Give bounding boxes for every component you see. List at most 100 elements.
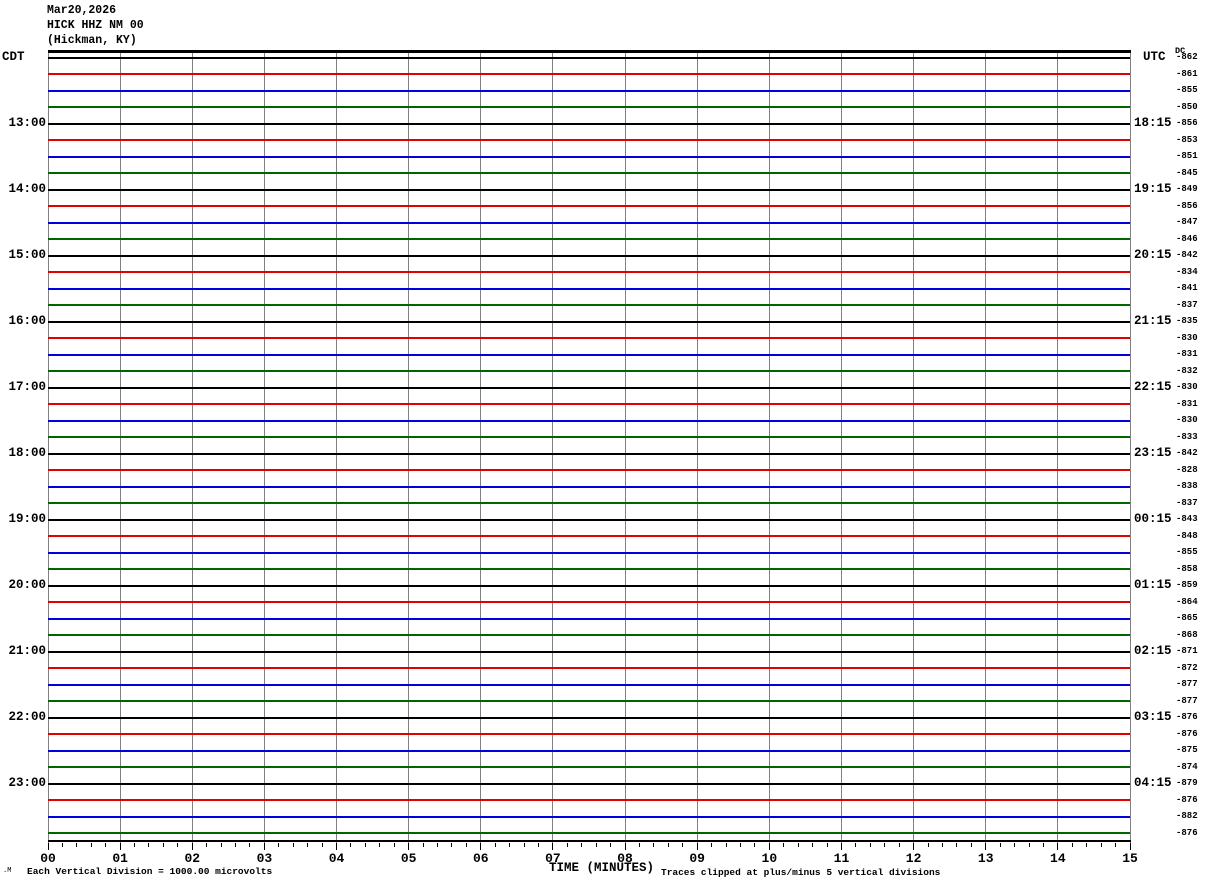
minute-gridline <box>480 50 482 843</box>
minor-tick <box>61 843 63 847</box>
seismogram-trace <box>48 56 1130 59</box>
x-axis-tick-label: 07 <box>545 851 561 866</box>
minute-gridline <box>191 50 193 843</box>
minor-tick <box>206 843 208 847</box>
minor-tick <box>307 843 309 847</box>
seismogram-trace <box>48 89 1130 92</box>
minor-tick <box>422 843 424 847</box>
seismogram-trace <box>48 155 1130 158</box>
dc-offset-value: -862 <box>1176 52 1198 62</box>
dc-offset-value: -835 <box>1176 316 1198 327</box>
right-time-label: 01:15 <box>1134 578 1172 593</box>
dc-offset-value: -831 <box>1176 398 1198 409</box>
dc-offset-value: -830 <box>1176 415 1198 426</box>
seismogram-trace <box>48 799 1130 802</box>
seismogram-trace <box>48 749 1130 752</box>
dc-offset-value: -850 <box>1176 101 1198 112</box>
major-tick <box>552 843 554 850</box>
dc-column-header: DC <box>1175 46 1186 56</box>
dc-offset-value: -851 <box>1176 151 1198 162</box>
minute-gridline <box>985 50 987 843</box>
minute-gridline <box>263 50 265 843</box>
left-time-label: 23:00 <box>8 776 46 791</box>
dc-offset-value: -876 <box>1176 794 1198 805</box>
minor-tick <box>1014 843 1016 847</box>
major-tick <box>768 843 770 850</box>
seismogram-trace <box>48 320 1130 323</box>
seismogram-trace <box>48 634 1130 637</box>
x-axis-tick-label: 09 <box>689 851 705 866</box>
right-time-label: 00:15 <box>1134 512 1172 527</box>
dc-offset-value: -876 <box>1176 827 1198 838</box>
minor-tick <box>682 843 684 847</box>
minute-gridline <box>913 50 915 843</box>
x-axis-tick-label: 14 <box>1050 851 1066 866</box>
seismogram-trace <box>48 73 1130 75</box>
right-time-label: 23:15 <box>1134 446 1172 461</box>
minor-tick <box>855 843 857 847</box>
major-tick <box>624 843 626 850</box>
minute-gridline <box>552 50 554 843</box>
dc-offset-value: -833 <box>1176 431 1198 442</box>
seismogram-trace <box>48 733 1130 736</box>
dc-offset-value: -871 <box>1176 646 1198 657</box>
minor-tick <box>1115 843 1117 847</box>
minor-tick <box>90 843 92 847</box>
minor-tick <box>638 843 640 847</box>
x-axis-tick-label: 04 <box>328 851 345 866</box>
right-time-label: 22:15 <box>1134 380 1172 395</box>
minor-tick <box>523 843 525 847</box>
major-tick <box>985 843 987 850</box>
dc-offset-value: -874 <box>1176 761 1198 772</box>
seismogram-trace <box>48 221 1130 224</box>
seismogram-trace <box>48 353 1130 356</box>
minor-tick <box>509 843 511 847</box>
minor-tick <box>1042 843 1044 847</box>
dc-offset-value: -879 <box>1176 778 1198 789</box>
seismogram-trace <box>48 205 1130 208</box>
seismogram-trace <box>48 122 1130 125</box>
x-axis-tick-label: 10 <box>761 851 778 866</box>
minor-tick <box>898 843 900 847</box>
left-time-label: 18:00 <box>8 446 46 461</box>
dc-offset-value: -848 <box>1176 530 1198 541</box>
dc-offset-value: -882 <box>1176 811 1198 822</box>
minor-tick <box>494 843 496 847</box>
seismogram-trace <box>48 172 1130 175</box>
minor-tick <box>148 843 150 847</box>
corner-mark: .M <box>3 867 12 875</box>
dc-offset-value: -838 <box>1176 481 1198 492</box>
dc-offset-value: -855 <box>1176 547 1198 558</box>
x-axis-tick-label: 13 <box>977 851 994 866</box>
seismogram-trace <box>48 568 1130 571</box>
minor-tick <box>249 843 251 847</box>
right-time-label: 18:15 <box>1134 116 1172 131</box>
minor-tick <box>278 843 280 847</box>
seismogram-trace <box>48 535 1130 538</box>
minor-tick <box>941 843 943 847</box>
major-tick <box>840 843 842 850</box>
dc-offset-value: -828 <box>1176 464 1198 475</box>
right-time-label: 03:15 <box>1134 710 1172 725</box>
seismogram-trace <box>48 469 1130 472</box>
dc-offset-value: -846 <box>1176 233 1198 244</box>
minor-tick <box>739 843 741 847</box>
minor-tick <box>437 843 439 847</box>
x-axis-tick-label: 05 <box>400 851 417 866</box>
minor-tick <box>393 843 395 847</box>
minor-tick <box>321 843 323 847</box>
major-tick <box>263 843 265 850</box>
dc-offset-value: -861 <box>1176 68 1198 79</box>
seismogram-trace <box>48 832 1130 835</box>
minute-gridline <box>408 50 410 843</box>
dc-offset-value: -865 <box>1176 613 1198 624</box>
dc-offset-value: -842 <box>1176 250 1198 261</box>
minute-gridline <box>696 50 698 843</box>
x-axis-tick-label: 00 <box>40 851 56 866</box>
seismogram-trace <box>48 617 1130 620</box>
dc-offset-value: -864 <box>1176 596 1198 607</box>
minor-tick <box>134 843 136 847</box>
minor-tick <box>783 843 785 847</box>
minor-tick <box>610 843 612 847</box>
seismogram-trace <box>48 815 1130 818</box>
